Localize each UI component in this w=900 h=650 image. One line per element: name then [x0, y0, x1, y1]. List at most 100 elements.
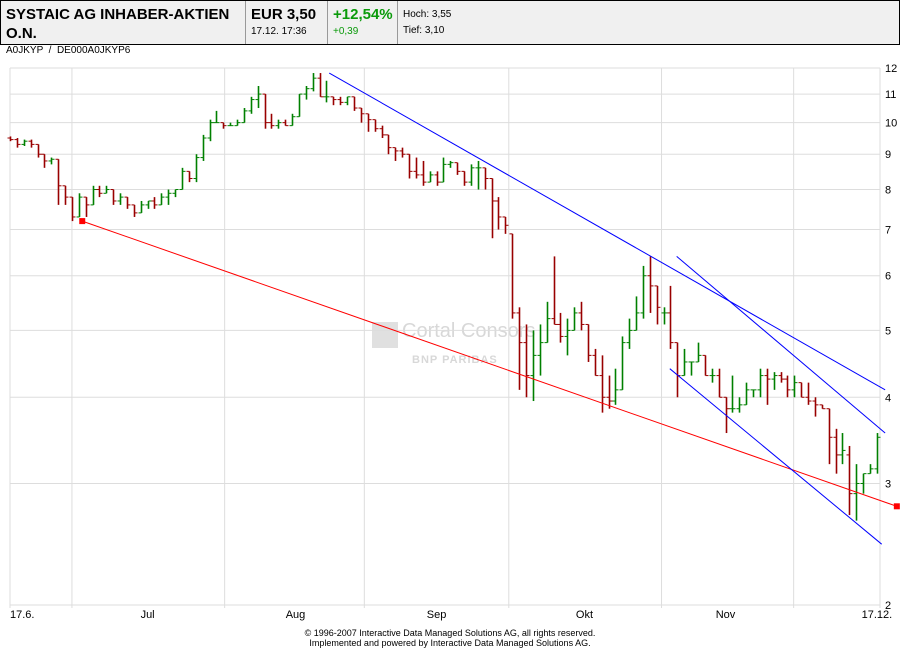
x-tick-label: Nov [716, 609, 736, 621]
ohlc-bar [461, 170, 468, 186]
ohlc-bar [860, 473, 867, 494]
ohlc-bar [96, 185, 103, 198]
ohlc-bar [784, 375, 791, 398]
ohlc-bar [420, 160, 427, 186]
ohlc-bar [351, 96, 358, 111]
ohlc-bar [385, 134, 392, 155]
ohlc-bar [131, 204, 138, 217]
ohlc-bar [372, 119, 379, 132]
ohlc-bar [255, 86, 262, 109]
ohlc-bar [179, 167, 186, 191]
watermark-brand: Cortal Consors [402, 320, 536, 342]
ohlc-bar [468, 164, 475, 186]
ohlc-bar [475, 160, 482, 190]
ohlc-bar [379, 125, 386, 139]
ohlc-bar [392, 147, 399, 161]
ohlc-bar [874, 433, 881, 474]
ohlc-bar [633, 296, 640, 331]
watermark-logo: Cortal Consors BNP PARIBAS [372, 320, 536, 369]
ohlc-bar [502, 216, 509, 234]
ohlc-bar [819, 404, 826, 410]
ohlc-bar [743, 382, 750, 406]
ohlc-bar [7, 136, 14, 142]
ohlc-bar [399, 147, 406, 158]
ohlc-bar [661, 307, 668, 325]
ohlc-bar [110, 189, 117, 205]
ohlc-bar [571, 307, 578, 331]
high-low-cell: Hoch: 3,55 Tief: 3,10 [398, 1, 899, 44]
ohlc-bar [296, 93, 303, 118]
ohlc-bar [612, 368, 619, 405]
ohlc-bar [344, 96, 351, 106]
ohlc-bar [76, 193, 83, 218]
ohlc-bar [165, 189, 172, 205]
ohlc-bar [654, 285, 661, 325]
ohlc-bar [282, 119, 289, 127]
ohlc-bar [557, 312, 564, 343]
ohlc-bar [791, 375, 798, 398]
y-tick-label: 12 [885, 63, 897, 75]
quote-datetime: 17.12. 17:36 [251, 26, 307, 37]
trendline-marker [79, 218, 86, 225]
ohlc-bar [757, 368, 764, 398]
ohlc-bar [846, 445, 853, 516]
ohlc-bar [172, 189, 179, 198]
x-tick-label: Sep [427, 609, 447, 621]
y-tick-label: 5 [885, 325, 891, 337]
copyright: © 1996-2007 Interactive Data Managed Sol… [304, 628, 596, 638]
ohlc-bar [227, 122, 234, 127]
ohlc-bar [585, 323, 592, 362]
ohlc-bar [736, 397, 743, 413]
ohlc-bar [48, 157, 55, 165]
change-absolute: +0,39 [333, 26, 359, 37]
price-chart: 2 3 4 5 6 7 8 9 10 11 12 17.6. Jul Aug Sep Okt Nov 17.12. [7, 63, 900, 621]
ohlc-bar [750, 389, 757, 398]
ohlc-bar [578, 301, 585, 331]
change-cell: +12,54% +0,39 [328, 1, 398, 44]
ohlc-bar [21, 139, 28, 147]
x-tick-label: Okt [576, 609, 593, 621]
day-low: Tief: 3,10 [403, 25, 445, 36]
ohlc-bar [337, 96, 344, 106]
ohlc-bar [158, 193, 165, 206]
ohlc-bar [551, 256, 558, 325]
ohlc-bar [626, 318, 633, 349]
ohlc-bar [193, 154, 200, 183]
ohlc-bar [406, 153, 413, 179]
ohlc-bar [619, 336, 626, 391]
ohlc-bar [709, 368, 716, 383]
ohlc-bar [826, 408, 833, 465]
ohlc-bar [145, 200, 152, 209]
ohlc-bar [365, 113, 372, 132]
ohlc-bar [200, 134, 207, 161]
ohlc-bar [771, 372, 778, 390]
ohlc-bar [530, 330, 537, 402]
ohlc-bar [241, 108, 248, 124]
x-tick-label: Aug [286, 609, 306, 621]
ohlc-bar [83, 196, 90, 217]
ohlc-bar [454, 162, 461, 175]
instrument-name: SYSTAIC AG INHABER-AKTIEN O.N. [6, 6, 230, 42]
ohlc-bar [764, 368, 771, 405]
ohlc-bar [28, 139, 35, 148]
ohlc-bar [207, 119, 214, 142]
x-tick-label: Jul [141, 609, 155, 621]
ohlc-bar [716, 368, 723, 398]
ohlc-bar [275, 119, 282, 129]
watermark-sub: BNP PARIBAS [412, 354, 498, 366]
ohlc-bar [62, 185, 69, 205]
ohlc-bar [647, 256, 654, 313]
powered-by: Implemented and powered by Interactive D… [309, 638, 591, 648]
ohlc-bar [151, 197, 158, 209]
ohlc-bar [812, 397, 819, 417]
ohlc-bar [606, 375, 613, 409]
ohlc-bar [489, 177, 496, 239]
x-tick-label: 17.6. [10, 609, 34, 621]
ohlc-bar [35, 143, 42, 158]
ohlc-bar [447, 160, 454, 168]
ohlc-bar [695, 342, 702, 363]
ohlc-bar [427, 171, 434, 183]
ohlc-bar [523, 324, 530, 398]
ohlc-bar [805, 382, 812, 405]
ohlc-bar [90, 185, 97, 206]
